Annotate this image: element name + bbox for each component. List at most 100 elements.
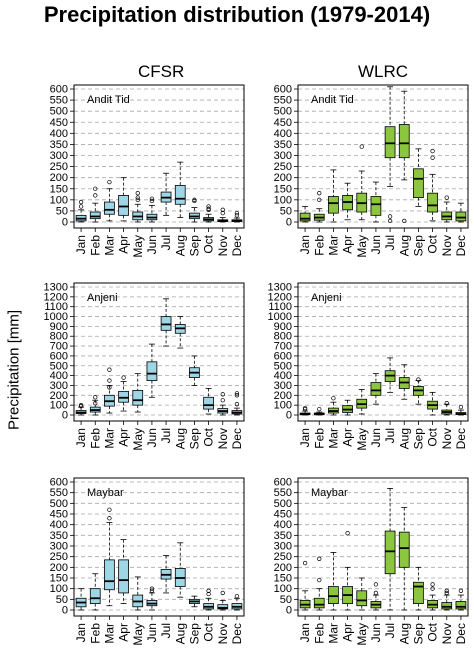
- outlier-point: [387, 214, 393, 219]
- outlier-point: [107, 385, 112, 390]
- x-tick-label: Apr: [341, 235, 355, 254]
- outlier-point: [444, 401, 449, 406]
- outlier-point: [149, 198, 155, 204]
- outlier-point: [107, 367, 112, 372]
- box-iqr: [328, 586, 339, 604]
- y-tick-label: 1100: [44, 301, 68, 313]
- y-tick-label: 350: [274, 139, 292, 151]
- box-sep: [189, 197, 200, 223]
- box-iqr: [455, 601, 467, 610]
- y-tick-label: 100: [50, 583, 68, 595]
- outlier-point: [78, 204, 84, 209]
- y-tick-label: 300: [50, 150, 68, 162]
- x-tick-label: Jan: [298, 235, 312, 254]
- y-tick-label: 250: [50, 161, 68, 173]
- outlier-point: [444, 195, 449, 200]
- outlier-point: [317, 577, 322, 583]
- outlier-point: [302, 560, 308, 566]
- box-iqr: [398, 124, 410, 159]
- x-tick-label: Feb: [88, 623, 102, 644]
- y-tick-label: 50: [56, 205, 68, 217]
- y-tick-label: 0: [286, 217, 292, 229]
- x-tick-label: May: [355, 235, 369, 258]
- box-oct: [203, 588, 214, 611]
- box-jun: [146, 343, 158, 398]
- box-apr: [118, 375, 129, 412]
- x-tick-label: Sep: [187, 428, 201, 450]
- outlier-point: [402, 218, 407, 224]
- box-apr: [118, 539, 129, 604]
- outlier-point: [317, 406, 322, 412]
- box-mar: [104, 507, 115, 607]
- x-tick-label: Aug: [397, 623, 411, 644]
- box-sep: [413, 148, 424, 207]
- x-tick-label: Apr: [341, 428, 355, 447]
- box-sep: [413, 377, 424, 405]
- x-tick-label: May: [355, 428, 369, 451]
- box-jan: [299, 206, 311, 223]
- box-oct: [427, 148, 438, 222]
- outlier-point: [430, 148, 435, 154]
- y-tick-label: 200: [50, 390, 68, 402]
- x-tick-label: Feb: [312, 623, 326, 644]
- outlier-point: [121, 375, 126, 380]
- x-tick-label: Nov: [216, 235, 230, 256]
- y-tick-label: 100: [274, 194, 292, 206]
- x-tick-label: Mar: [102, 235, 116, 256]
- outlier-point: [93, 186, 98, 191]
- station-label: Maybar: [87, 487, 124, 499]
- y-tick-label: 600: [274, 350, 292, 362]
- station-label: Andit Tid: [311, 94, 354, 106]
- y-tick-label: 450: [274, 509, 292, 521]
- outlier-point: [387, 218, 393, 224]
- box-jun: [370, 373, 382, 405]
- y-tick-label: 550: [274, 95, 292, 107]
- box-sep: [189, 355, 200, 386]
- y-tick-label: 500: [50, 106, 68, 118]
- x-tick-label: Jul: [383, 428, 397, 443]
- box-iqr: [413, 168, 424, 199]
- panel-frame: [73, 477, 245, 617]
- column-title-wlrc: WLRC: [358, 62, 409, 81]
- y-tick-label: 50: [56, 594, 68, 606]
- x-tick-label: Sep: [411, 428, 425, 450]
- box-jun: [146, 586, 158, 611]
- box-iqr: [413, 581, 424, 604]
- box-iqr: [89, 588, 101, 605]
- box-iqr: [313, 597, 325, 609]
- box-oct: [203, 204, 214, 223]
- box-apr: [342, 531, 353, 611]
- box-nov: [217, 392, 229, 416]
- x-tick-label: Aug: [397, 235, 411, 256]
- y-tick-label: 800: [50, 331, 68, 343]
- x-tick-label: Jul: [383, 623, 397, 638]
- y-tick-label: 500: [50, 360, 68, 372]
- x-tick-label: Oct: [202, 234, 216, 253]
- outlier-point: [458, 404, 464, 410]
- outlier-point: [93, 193, 98, 198]
- x-tick-label: Apr: [117, 235, 131, 254]
- y-tick-label: 50: [280, 205, 292, 217]
- box-iqr: [328, 196, 339, 214]
- y-tick-label: 1300: [268, 282, 292, 294]
- box-mar: [328, 552, 339, 611]
- box-feb: [313, 406, 325, 416]
- y-tick-label: 1000: [268, 311, 292, 323]
- y-tick-label: 900: [274, 321, 292, 333]
- x-tick-label: Jan: [298, 623, 312, 642]
- box-jan: [75, 588, 87, 611]
- box-iqr: [203, 396, 214, 410]
- y-tick-label: 1100: [268, 301, 292, 313]
- y-tick-label: 400: [50, 128, 68, 140]
- outlier-point: [107, 516, 112, 521]
- x-tick-label: Aug: [397, 428, 411, 449]
- box-iqr: [104, 201, 115, 215]
- y-tick-label: 0: [286, 605, 292, 617]
- y-tick-label: 300: [274, 541, 292, 553]
- outlier-point: [220, 210, 225, 216]
- outlier-point: [234, 391, 240, 396]
- outlier-point: [149, 586, 155, 591]
- box-dec: [455, 404, 467, 416]
- box-jun: [146, 196, 158, 223]
- x-tick-label: Dec: [454, 235, 468, 256]
